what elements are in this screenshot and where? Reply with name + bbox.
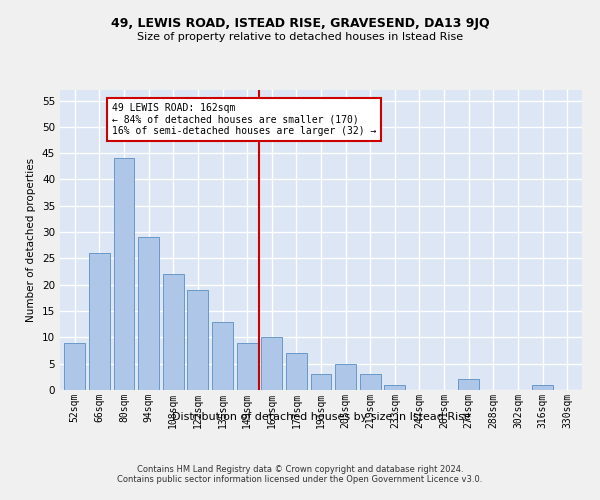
Text: Distribution of detached houses by size in Istead Rise: Distribution of detached houses by size …: [172, 412, 470, 422]
Bar: [89, 253, 110, 390]
Bar: [138, 238, 159, 390]
Bar: [458, 380, 479, 390]
Bar: [532, 384, 553, 390]
Bar: [236, 342, 257, 390]
Y-axis label: Number of detached properties: Number of detached properties: [26, 158, 37, 322]
Bar: [163, 274, 184, 390]
Text: Contains HM Land Registry data © Crown copyright and database right 2024.: Contains HM Land Registry data © Crown c…: [137, 465, 463, 474]
Text: Contains public sector information licensed under the Open Government Licence v3: Contains public sector information licen…: [118, 475, 482, 484]
Bar: [311, 374, 331, 390]
Bar: [187, 290, 208, 390]
Bar: [360, 374, 381, 390]
Bar: [261, 338, 282, 390]
Bar: [286, 353, 307, 390]
Text: 49, LEWIS ROAD, ISTEAD RISE, GRAVESEND, DA13 9JQ: 49, LEWIS ROAD, ISTEAD RISE, GRAVESEND, …: [110, 18, 490, 30]
Bar: [64, 342, 85, 390]
Bar: [385, 384, 406, 390]
Bar: [212, 322, 233, 390]
Text: Size of property relative to detached houses in Istead Rise: Size of property relative to detached ho…: [137, 32, 463, 42]
Bar: [335, 364, 356, 390]
Text: 49 LEWIS ROAD: 162sqm
← 84% of detached houses are smaller (170)
16% of semi-det: 49 LEWIS ROAD: 162sqm ← 84% of detached …: [112, 103, 376, 136]
Bar: [113, 158, 134, 390]
